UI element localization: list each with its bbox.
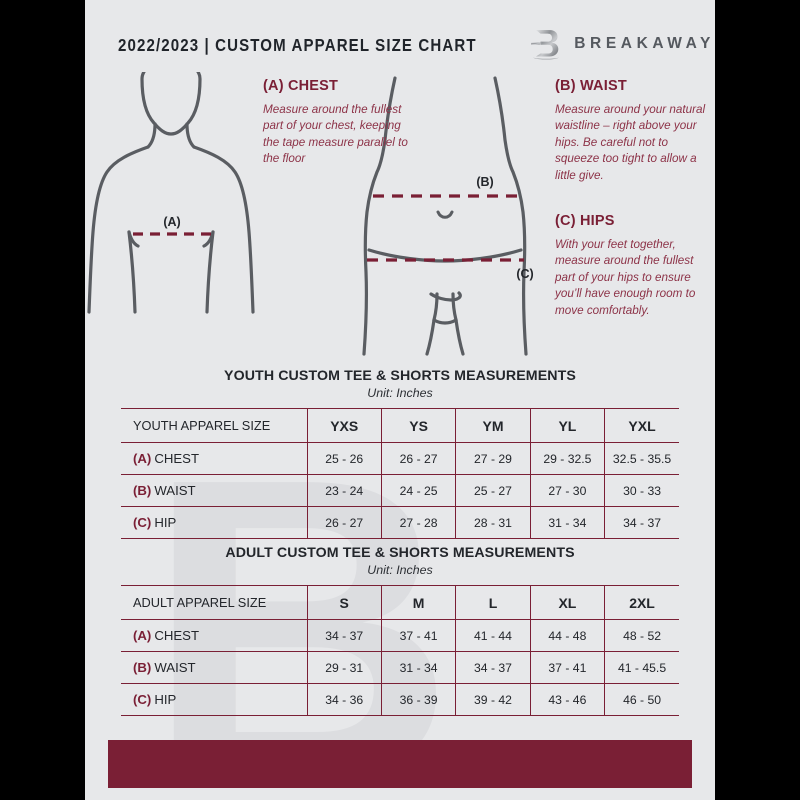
table-row: (B) WAIST 29 - 31 31 - 34 34 - 37 37 - 41… xyxy=(121,651,679,684)
table-header-row: YOUTH APPAREL SIZE YXS YS YM YL YXL xyxy=(121,408,679,443)
measurement-illustrations: (A) (B) xyxy=(85,72,715,360)
adult-label-header: ADULT APPAREL SIZE xyxy=(121,585,308,620)
youth-size-ym: YM xyxy=(455,408,531,443)
adult-chest-2xl: 48 - 52 xyxy=(604,619,679,652)
youth-size-ys: YS xyxy=(380,408,456,443)
upper-body-torso-icon: (A) xyxy=(87,72,255,314)
youth-waist-yxs: 23 - 24 xyxy=(306,474,382,507)
youth-hip-ym: 28 - 31 xyxy=(455,506,531,539)
brand-name: BREAKAWAY xyxy=(574,35,715,52)
table-row: (B) WAIST 23 - 24 24 - 25 25 - 27 27 - 30… xyxy=(121,474,679,507)
note-chest-body: Measure around the fullest part of your … xyxy=(263,103,408,166)
adult-waist-2xl: 41 - 45.5 xyxy=(604,651,679,684)
note-waist-heading: (B) WAIST xyxy=(555,78,627,94)
page-title: 2022/2023 | CUSTOM APPAREL SIZE CHART xyxy=(118,34,477,55)
youth-size-table: YOUTH APPAREL SIZE YXS YS YM YL YXL (A) C… xyxy=(121,408,679,539)
adult-row-hip-label: (C) HIP xyxy=(121,683,308,716)
youth-waist-yxl: 30 - 33 xyxy=(604,474,679,507)
row-label: HIP xyxy=(154,515,177,530)
adult-table-title: ADULT CUSTOM TEE & SHORTS MEASUREMENTS xyxy=(225,545,575,561)
adult-chest-m: 37 - 41 xyxy=(380,619,456,652)
note-waist: (B) WAIST Measure around your natural wa… xyxy=(555,78,707,184)
row-label: WAIST xyxy=(154,660,196,675)
adult-size-m: M xyxy=(380,585,456,620)
adult-waist-m: 31 - 34 xyxy=(380,651,456,684)
youth-row-waist-label: (B) WAIST xyxy=(121,474,308,507)
size-chart-page: B 2022/2023 | CUSTOM APPAREL SIZE CHART xyxy=(85,0,715,800)
adult-hip-s: 34 - 36 xyxy=(306,683,382,716)
adult-hip-2xl: 46 - 50 xyxy=(604,683,679,716)
navel-icon xyxy=(436,210,454,219)
youth-waist-ys: 24 - 25 xyxy=(380,474,456,507)
brand-lockup: BREAKAWAY xyxy=(529,25,715,63)
row-tag: (B) xyxy=(133,483,152,498)
row-tag: (C) xyxy=(133,515,152,530)
youth-waist-yl: 27 - 30 xyxy=(529,474,605,507)
table-row: (A) CHEST 25 - 26 26 - 27 27 - 29 29 - 32… xyxy=(121,442,679,475)
adult-table-unit: Unit: Inches xyxy=(367,563,433,577)
youth-table-title: YOUTH CUSTOM TEE & SHORTS MEASUREMENTS xyxy=(224,368,576,384)
youth-hip-yxs: 26 - 27 xyxy=(306,506,382,539)
row-label: CHEST xyxy=(154,628,200,643)
row-tag: (C) xyxy=(133,692,152,707)
breakaway-b-monogram-icon xyxy=(531,30,560,60)
waist-marker-label: (B) xyxy=(476,175,493,189)
note-hips-heading: (C) HIPS xyxy=(555,213,615,229)
row-label: WAIST xyxy=(154,483,196,498)
chest-marker-label: (A) xyxy=(163,215,180,229)
note-hips: (C) HIPS With your feet together, measur… xyxy=(555,213,707,319)
footer-accent-bar xyxy=(108,740,692,788)
row-tag: (B) xyxy=(133,660,152,675)
hips-marker-label: (C) xyxy=(516,267,533,281)
page-header: 2022/2023 | CUSTOM APPAREL SIZE CHART xyxy=(85,28,715,62)
adult-hip-xl: 43 - 46 xyxy=(529,683,605,716)
youth-chest-yl: 29 - 32.5 xyxy=(529,442,605,475)
youth-row-chest-label: (A) CHEST xyxy=(121,442,308,475)
table-row: (A) CHEST 34 - 37 37 - 41 41 - 44 44 - 48… xyxy=(121,619,679,652)
youth-size-yxs: YXS xyxy=(306,408,382,443)
adult-row-chest-label: (A) CHEST xyxy=(121,619,308,652)
youth-hip-yxl: 34 - 37 xyxy=(604,506,679,539)
row-label: HIP xyxy=(154,692,177,707)
adult-row-waist-label: (B) WAIST xyxy=(121,651,308,684)
adult-chest-xl: 44 - 48 xyxy=(529,619,605,652)
table-header-row: ADULT APPAREL SIZE S M L XL 2XL xyxy=(121,585,679,620)
youth-chest-ys: 26 - 27 xyxy=(380,442,456,475)
table-row: (C) HIP 26 - 27 27 - 28 28 - 31 31 - 34 3… xyxy=(121,506,679,539)
note-hips-body: With your feet together, measure around … xyxy=(555,238,696,317)
adult-chest-l: 41 - 44 xyxy=(455,619,531,652)
adult-waist-l: 34 - 37 xyxy=(455,651,531,684)
note-waist-body: Measure around your natural waistline – … xyxy=(555,103,706,182)
youth-size-yxl: YXL xyxy=(604,408,679,443)
adult-chest-s: 34 - 37 xyxy=(306,619,382,652)
youth-size-yl: YL xyxy=(529,408,605,443)
youth-hip-yl: 31 - 34 xyxy=(529,506,605,539)
youth-chest-yxl: 32.5 - 35.5 xyxy=(604,442,679,475)
adult-size-table: ADULT APPAREL SIZE S M L XL 2XL (A) CHEST… xyxy=(121,585,679,716)
youth-size-table-block: YOUTH CUSTOM TEE & SHORTS MEASUREMENTS U… xyxy=(85,368,715,539)
youth-row-hip-label: (C) HIP xyxy=(121,506,308,539)
adult-size-l: L xyxy=(455,585,531,620)
youth-label-header: YOUTH APPAREL SIZE xyxy=(121,408,308,443)
adult-waist-xl: 37 - 41 xyxy=(529,651,605,684)
adult-size-table-block: ADULT CUSTOM TEE & SHORTS MEASUREMENTS U… xyxy=(85,545,715,716)
adult-waist-s: 29 - 31 xyxy=(306,651,382,684)
row-tag: (A) xyxy=(133,451,152,466)
row-label: CHEST xyxy=(154,451,200,466)
lower-body-hips-icon: (B) (C) xyxy=(362,76,534,356)
adult-size-2xl: 2XL xyxy=(604,585,679,620)
table-row: (C) HIP 34 - 36 36 - 39 39 - 42 43 - 46 4… xyxy=(121,683,679,716)
row-tag: (A) xyxy=(133,628,152,643)
adult-hip-m: 36 - 39 xyxy=(380,683,456,716)
note-chest: (A) CHEST Measure around the fullest par… xyxy=(263,78,413,168)
youth-hip-ys: 27 - 28 xyxy=(380,506,456,539)
youth-table-unit: Unit: Inches xyxy=(367,386,433,400)
adult-hip-l: 39 - 42 xyxy=(455,683,531,716)
adult-size-xl: XL xyxy=(529,585,605,620)
note-chest-heading: (A) CHEST xyxy=(263,78,339,94)
adult-size-s: S xyxy=(306,585,382,620)
youth-chest-ym: 27 - 29 xyxy=(455,442,531,475)
youth-waist-ym: 25 - 27 xyxy=(455,474,531,507)
youth-chest-yxs: 25 - 26 xyxy=(306,442,382,475)
